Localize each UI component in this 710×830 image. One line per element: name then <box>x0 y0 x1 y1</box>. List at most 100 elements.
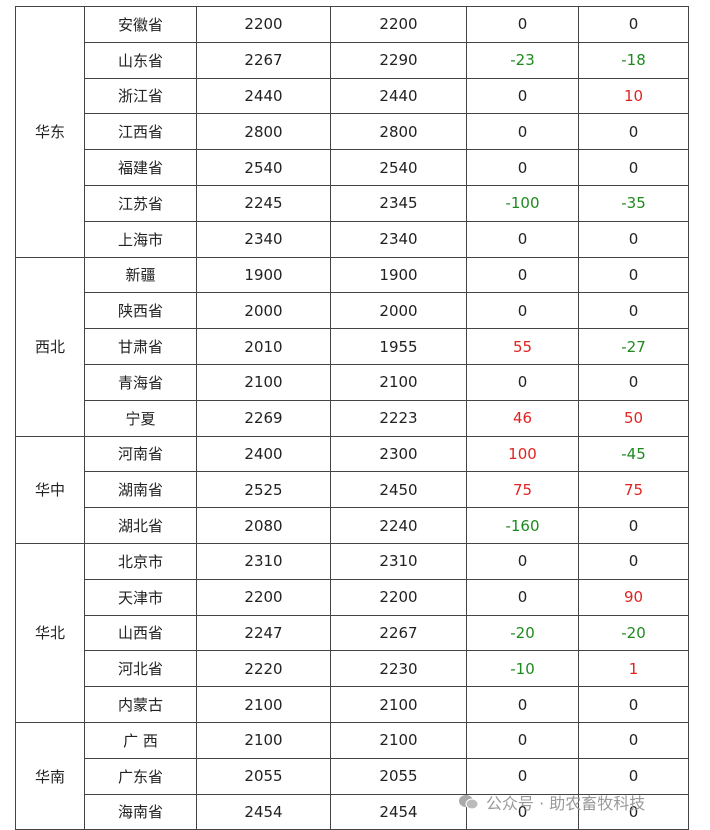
price-b: 2055 <box>330 757 467 795</box>
province: 甘肃省 <box>84 328 197 365</box>
price-b: 2267 <box>330 614 467 652</box>
change-a: 0 <box>466 77 579 115</box>
price-b: 2310 <box>330 542 467 580</box>
change-a: -23 <box>466 41 579 79</box>
table-row: 福建省 2540 2540 0 0 <box>16 149 689 186</box>
change-a: 0 <box>466 757 579 795</box>
change-b: 0 <box>578 220 689 258</box>
table-row: 华中 河南省 2400 2300 100 -45 <box>15 435 689 544</box>
region: 华东 <box>15 6 85 258</box>
region: 华中 <box>15 435 85 544</box>
price-table: 华东 安徽省 2200 2200 0 0 山东省 2267 2290 -23 -18 浙江省 2440 2… <box>15 6 689 830</box>
change-a: -10 <box>466 650 579 688</box>
table-row: 浙江省 2440 2440 0 10 <box>16 77 689 115</box>
price-a: 2200 <box>196 6 331 43</box>
change-b: 0 <box>578 721 689 759</box>
change-a: 0 <box>466 686 579 723</box>
table-row: 华东 安徽省 2200 2200 0 0 <box>15 6 689 258</box>
change-a: 0 <box>466 721 579 759</box>
change-a: 0 <box>466 292 579 330</box>
change-b: 0 <box>578 757 689 795</box>
province: 宁夏 <box>84 399 197 437</box>
province: 江苏省 <box>84 184 197 222</box>
price-a: 2055 <box>196 757 331 795</box>
table-row: 广东省 2055 2055 0 0 <box>16 757 689 795</box>
price-b: 2240 <box>330 507 467 544</box>
change-a: -20 <box>466 614 579 652</box>
province: 广 西 <box>84 721 197 759</box>
price-a: 2200 <box>196 578 331 616</box>
province: 河南省 <box>84 435 197 473</box>
price-b: 2800 <box>330 113 467 151</box>
price-b: 2230 <box>330 650 467 688</box>
change-a: 0 <box>466 113 579 151</box>
province: 山东省 <box>84 41 197 79</box>
table-row: 湖南省 2525 2450 75 75 <box>16 471 689 509</box>
change-b: 0 <box>578 363 689 401</box>
table-row: 海南省 2454 2454 0 0 <box>16 793 689 830</box>
change-b: 1 <box>578 650 689 688</box>
price-b: 2100 <box>330 721 467 759</box>
change-a: 0 <box>466 363 579 401</box>
change-a: 0 <box>466 220 579 258</box>
price-b: 2450 <box>330 471 467 509</box>
price-a: 2247 <box>196 614 331 652</box>
price-a: 2800 <box>196 113 331 151</box>
change-b: -18 <box>578 41 689 79</box>
province: 上海市 <box>84 220 197 258</box>
change-a: 0 <box>466 149 579 186</box>
change-b: -20 <box>578 614 689 652</box>
change-b: 0 <box>578 686 689 723</box>
table-row: 内蒙古 2100 2100 0 0 <box>16 686 689 723</box>
table-row: 江苏省 2245 2345 -100 -35 <box>16 184 689 222</box>
price-b: 2345 <box>330 184 467 222</box>
change-a: 0 <box>466 578 579 616</box>
change-b: 0 <box>578 292 689 330</box>
price-a: 1900 <box>196 256 331 294</box>
price-a: 2100 <box>196 721 331 759</box>
change-b: 90 <box>578 578 689 616</box>
table-row: 上海市 2340 2340 0 0 <box>16 220 689 258</box>
price-b: 2340 <box>330 220 467 258</box>
price-b: 2540 <box>330 149 467 186</box>
price-b: 2290 <box>330 41 467 79</box>
table-row: 江西省 2800 2800 0 0 <box>16 113 689 151</box>
price-a: 2440 <box>196 77 331 115</box>
change-b: 0 <box>578 113 689 151</box>
region: 华南 <box>15 721 85 830</box>
change-b: 10 <box>578 77 689 115</box>
table-body: 华东 安徽省 2200 2200 0 0 山东省 2267 2290 -23 -18 浙江省 2440 2… <box>15 6 689 830</box>
price-a: 2310 <box>196 542 331 580</box>
province: 安徽省 <box>84 6 197 43</box>
price-b: 2300 <box>330 435 467 473</box>
price-a: 2540 <box>196 149 331 186</box>
region: 华北 <box>15 542 85 723</box>
table-row: 青海省 2100 2100 0 0 <box>16 363 689 401</box>
table-row: 山西省 2247 2267 -20 -20 <box>16 614 689 652</box>
watermark-text: 公众号 · 助农畜牧科技 <box>486 794 646 813</box>
price-b: 1955 <box>330 328 467 365</box>
change-a: 0 <box>466 542 579 580</box>
province: 福建省 <box>84 149 197 186</box>
price-a: 2000 <box>196 292 331 330</box>
change-a: -160 <box>466 507 579 544</box>
price-a: 2010 <box>196 328 331 365</box>
price-a: 2245 <box>196 184 331 222</box>
price-a: 2340 <box>196 220 331 258</box>
change-b: 50 <box>578 399 689 437</box>
province: 湖北省 <box>84 507 197 544</box>
table-row: 湖北省 2080 2240 -160 0 <box>16 507 689 544</box>
price-b: 2440 <box>330 77 467 115</box>
change-b: -35 <box>578 184 689 222</box>
price-a: 2454 <box>196 793 331 830</box>
change-b: 75 <box>578 471 689 509</box>
province: 天津市 <box>84 578 197 616</box>
price-b: 2454 <box>330 793 467 830</box>
province: 江西省 <box>84 113 197 151</box>
province: 浙江省 <box>84 77 197 115</box>
change-b: -45 <box>578 435 689 473</box>
province: 北京市 <box>84 542 197 580</box>
price-a: 2100 <box>196 686 331 723</box>
table-row: 陕西省 2000 2000 0 0 <box>16 292 689 330</box>
